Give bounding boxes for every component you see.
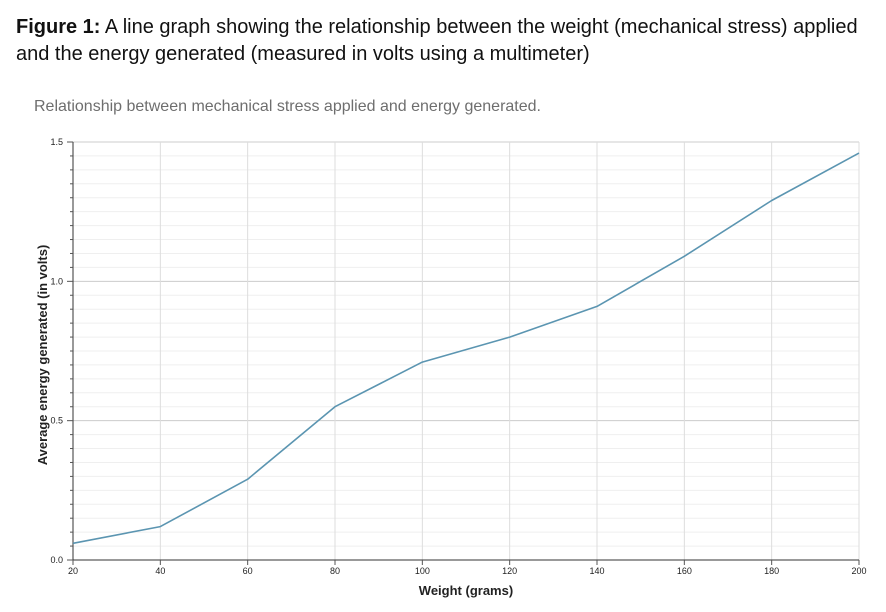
y-tick-label: 0.5 (50, 416, 63, 426)
x-axis-label: Weight (grams) (419, 583, 513, 598)
x-tick-label: 200 (851, 566, 866, 576)
x-tick-label: 80 (330, 566, 340, 576)
figure-label: Figure 1: (16, 16, 101, 38)
series-group (72, 152, 860, 545)
y-tick-label: 1.0 (50, 276, 63, 286)
y-tick-label: 0.0 (50, 555, 63, 565)
figure-caption-text: A line graph showing the relationship be… (16, 16, 858, 65)
x-tick-label: 120 (502, 566, 517, 576)
axes (67, 141, 860, 565)
y-axis-label: Average energy generated (in volts) (35, 245, 50, 466)
grid-lines (72, 141, 860, 561)
tick-labels: 0.0 0.5 1.0 1.5 20 40 60 80 100 120 140 160 180 200 (50, 137, 866, 576)
y-tick-label: 1.5 (50, 137, 63, 147)
x-tick-label: 180 (764, 566, 779, 576)
series-line (72, 152, 860, 545)
chart-title: Relationship between mechanical stress a… (34, 98, 541, 115)
x-tick-label: 100 (415, 566, 430, 576)
figure-caption: Figure 1: A line graph showing the relat… (16, 14, 876, 68)
x-tick-label: 20 (68, 566, 78, 576)
x-tick-label: 40 (155, 566, 165, 576)
x-tick-label: 160 (677, 566, 692, 576)
x-tick-label: 140 (589, 566, 604, 576)
x-tick-label: 60 (243, 566, 253, 576)
